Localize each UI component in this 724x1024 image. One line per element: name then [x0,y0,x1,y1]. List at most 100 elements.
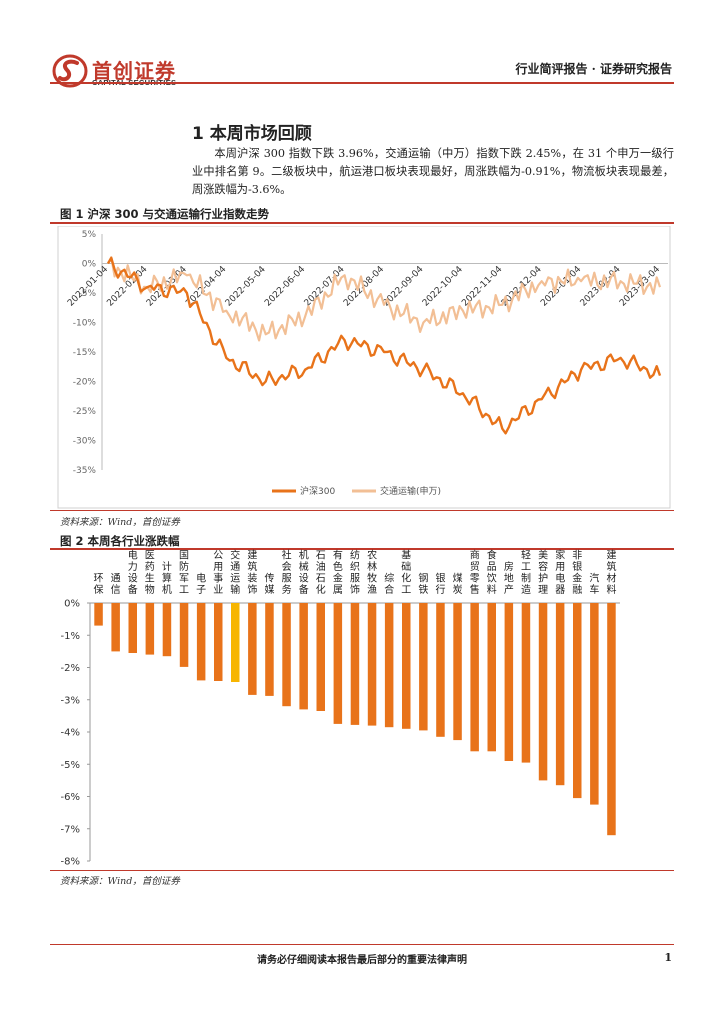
category-label: 社会服务 [282,549,292,597]
bar [162,603,172,657]
category-label: 综合 [384,572,394,597]
page-number: 1 [664,951,672,964]
category-label: 传媒 [265,573,275,597]
category-label: 非银金融 [572,550,582,597]
y-tick-label: -5% [61,760,80,771]
category-label: 建筑材料 [607,549,617,597]
y-tick-label: 0% [64,599,80,610]
figure1-bottom-rule [50,510,674,511]
x-tick-label: 2022-06-04 [263,264,307,308]
bar [128,603,137,653]
figure1-title: 图 1 沪深 300 与交通运输行业指数走势 [60,207,270,221]
bar [316,603,325,711]
report-type: 行业简评报告 · 证券研究报告 [515,62,672,76]
legend-label: 沪深300 [300,485,335,497]
y-tick-label: 5% [82,230,97,240]
figure2-top-rule [50,548,674,550]
bar [179,603,189,667]
figure2-source: 资料来源：Wind，首创证券 [60,876,180,887]
y-tick-label: -25% [73,407,97,417]
y-tick-label: -5% [78,289,96,299]
category-label: 环保 [94,574,104,597]
series-line-transport [107,256,662,342]
x-tick-label: 2022-04-04 [184,264,228,308]
bar [111,603,120,652]
bar-chart: 0% -1% -2% -3% -4% -5% -6% -7% -8% 环保通信电力设备医药生物计算… [61,549,620,868]
category-label: 房地产 [504,560,514,596]
category-label: 有色金属 [333,549,343,597]
chart1-frame [57,226,671,509]
y-tick-label: -8% [61,857,80,868]
category-label: 食品饮料 [487,549,497,597]
intro-paragraph: 本周沪深 300 指数下跌 3.96%，交通运输（中万）指数下跌 2.45%，在… [192,147,674,196]
category-label: 计算机 [162,560,172,596]
figure1-source: 资料来源：Wind，首创证券 [60,517,180,528]
figure2-title: 图 2 本周各行业涨跌幅 [60,534,180,548]
bar [265,603,274,696]
y-tick-label: -4% [61,728,80,739]
logo-mark-icon [52,54,88,88]
category-label: 煤炭 [453,572,463,597]
legal-disclaimer: 请务必仔细阅读本报告最后部分的重要法律声明 [257,955,467,966]
bar [94,603,103,626]
y-tick-label: -3% [61,695,80,706]
y-tick-label: -7% [61,824,80,835]
category-label: 石油石化 [316,551,326,597]
category-label: 农林牧渔 [367,549,377,597]
y-tick-label: -20% [73,378,97,388]
category-label: 美容护理 [538,549,548,597]
figure1-top-rule [50,222,674,224]
bar [282,603,291,707]
bar [504,603,514,761]
bar [436,603,445,737]
category-label: 建筑装饰 [247,549,257,597]
category-label: 机械设备 [299,549,309,597]
category-label: 医药生物 [145,550,155,597]
bar [196,603,206,681]
y-tick-label: -2% [61,663,80,674]
x-tick-label: 2023-01-04 [539,264,583,308]
bar [419,603,428,731]
category-label: 交通运输 [230,549,240,597]
bar [145,603,155,655]
bar [333,603,343,724]
y-tick-label: -30% [73,437,97,447]
x-tick-label: 2022-01-04 [66,264,110,308]
bar [350,603,360,725]
bar [214,603,223,681]
category-label: 钢铁 [418,572,428,597]
category-label: 国防军工 [179,550,189,597]
x-tick-label: 2022-05-04 [224,264,268,308]
header-divider [50,82,674,84]
x-tick-label: 2022-07-04 [303,264,347,308]
bar [487,603,496,752]
bar [402,603,411,729]
bar [538,603,548,781]
logo-cn-text: 首创证券 [92,59,176,83]
bar [573,603,582,799]
bar [367,603,377,726]
category-label: 轻工制造 [521,549,531,597]
x-tick-label: 2022-10-04 [421,264,465,308]
figure2-bottom-rule [50,870,674,871]
legend-label: 交通运输(申万) [380,485,441,497]
bar [248,603,257,695]
y-tick-label: -6% [61,792,80,803]
bar [231,603,240,682]
line-chart: 5% 0% -5% -10% -15% -20% -25% -30% -35% 2022-01-0… [57,226,671,509]
section-title: 1 本周市场回顾 [192,124,312,144]
category-label: 电子 [196,572,206,597]
bar [384,603,394,728]
category-label: 公用事业 [213,551,223,597]
series-line-hs300 [106,256,662,435]
bar [299,603,308,710]
bar [555,603,565,786]
category-label: 电力设备 [128,549,138,597]
category-label: 汽车 [589,572,599,597]
category-label: 家用电器 [555,549,565,597]
bar [453,603,462,741]
y-tick-label: -1% [61,631,80,642]
bar [590,603,599,805]
category-label: 通信 [111,573,121,597]
category-label: 基础化工 [401,549,411,597]
